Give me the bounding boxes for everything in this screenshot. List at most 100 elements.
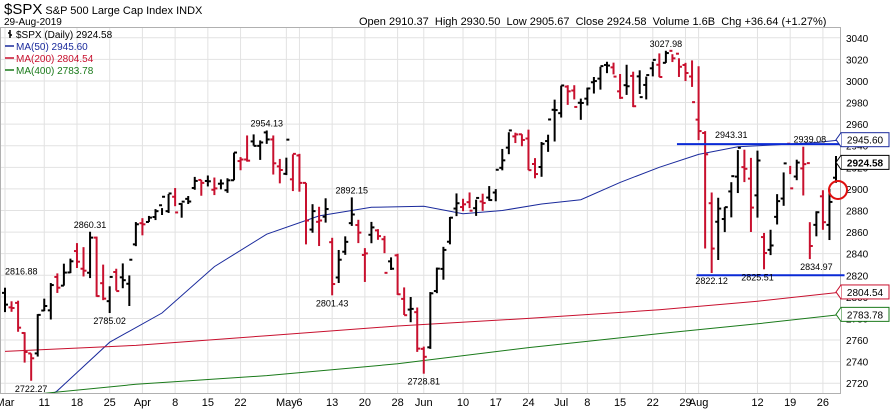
x-tick-label: Apr: [134, 397, 151, 409]
price-annotation: 2785.02: [93, 316, 126, 326]
y-tick-label: 3000: [846, 77, 869, 88]
ohlc-bar: [761, 232, 768, 270]
ohlc-bar: [60, 263, 67, 287]
ohlc-bar: [446, 216, 453, 245]
y-tick-label: 2880: [846, 207, 869, 218]
y-tick-label: 2860: [846, 228, 869, 239]
y-tick-label: 2980: [846, 99, 869, 110]
ohlc-bar: [152, 209, 159, 221]
ohlc-bar: [669, 49, 676, 63]
x-tick-label: 6: [296, 397, 302, 409]
ohlc-bar: [466, 192, 473, 212]
ohlc-bar: [433, 267, 440, 294]
ohlc-bar: [774, 194, 781, 225]
y-tick-label: 2760: [846, 336, 869, 347]
ma-line: [4, 291, 840, 352]
x-tick-label: Jul: [554, 397, 568, 409]
chart-date: 29-Aug-2019: [4, 17, 62, 28]
ohlc-bar: [747, 157, 754, 232]
exchange: INDX: [176, 5, 203, 17]
ohlc-bar: [826, 188, 833, 241]
x-tick-label: 19: [784, 397, 796, 409]
ohlc-bar: [244, 135, 251, 162]
ohlc-bar: [715, 197, 722, 261]
ohlc-bar: [250, 134, 257, 147]
x-tick-label: 8: [172, 397, 178, 409]
price-annotation: 2892.15: [336, 185, 369, 195]
y-tick-label: 2720: [846, 379, 869, 390]
ohlc-bar: [590, 76, 597, 94]
ohlc-bar: [2, 287, 8, 313]
x-tick-label: 25: [104, 397, 116, 409]
ohlc-bar: [368, 221, 375, 244]
ohlc-bar: [571, 85, 578, 108]
legend-entry: MA(50) 2945.60: [16, 42, 88, 53]
close-label: Close: [575, 16, 604, 28]
ohlc-bar: [656, 53, 663, 79]
ohlc-bar: [289, 152, 296, 192]
ohlc-bar: [682, 62, 689, 82]
ohlc-bar: [204, 175, 211, 187]
ohlc-bar: [178, 200, 185, 218]
x-tick-label: Jun: [415, 397, 433, 409]
ohlc-bar: [21, 331, 28, 363]
y-tick-label: 2940: [846, 142, 869, 153]
ohlc-bar: [702, 131, 709, 249]
ohlc-bar: [538, 142, 545, 177]
ohlc-bar: [47, 283, 54, 320]
ohlc-bar: [211, 177, 218, 196]
ohlc-bar: [355, 219, 362, 244]
x-tick-label: 10: [457, 397, 469, 409]
y-tick-label: 2820: [846, 271, 869, 282]
ohlc-bar: [780, 162, 787, 206]
ohlc-bar: [518, 133, 525, 147]
ohlc-bar: [407, 296, 414, 323]
high-value: 2930.50: [460, 16, 501, 28]
ohlc-bar: [512, 132, 519, 144]
ohlc-bar: [309, 204, 316, 233]
ohlc-bar: [440, 246, 447, 280]
price-tag-value: 2804.54: [847, 288, 884, 299]
ohlc-bar: [302, 181, 309, 245]
ohlc-bar: [741, 149, 748, 183]
ohlc-bar: [28, 352, 35, 381]
ohlc-bar: [564, 85, 571, 105]
index-name: S&P 500 Large Cap Index: [45, 5, 174, 17]
ohlc-bar: [813, 211, 820, 237]
price-tag: 2804.54: [835, 284, 890, 300]
ohlc-bar: [767, 229, 774, 256]
ohlc-bar: [597, 65, 604, 90]
ohlc-bar: [67, 258, 74, 274]
ohlc-bar: [453, 193, 460, 217]
volume-value: 1.6B: [692, 16, 716, 28]
x-tick-label: 22: [234, 397, 246, 409]
price-annotation: 2954.13: [250, 118, 283, 128]
ohlc-bar: [329, 237, 336, 296]
y-tick-label: 2840: [846, 250, 869, 261]
ohlc-bar: [649, 58, 656, 77]
ohlc-bar: [257, 140, 264, 160]
x-tick-label: 15: [202, 397, 214, 409]
ohlc-bar: [695, 66, 702, 141]
ohlc-bar: [721, 206, 728, 233]
ohlc-bar: [793, 159, 800, 181]
ohlc-bar: [414, 307, 421, 352]
ohlc-bar: [342, 236, 349, 255]
ohlc-bar: [283, 138, 290, 176]
ohlc-bar: [237, 157, 244, 171]
x-tick-label: 29: [679, 397, 691, 409]
price-tag-value: 2783.78: [847, 310, 884, 321]
x-tick-label: 24: [522, 397, 534, 409]
ohlc-bar: [165, 192, 172, 213]
ohlc-bar: [119, 263, 126, 289]
ohlc-bar: [15, 300, 22, 332]
ohlc-bar: [335, 249, 342, 283]
ma-line: [53, 139, 840, 393]
price-tag: 2783.78: [835, 306, 890, 322]
ohlc-bar: [420, 346, 427, 374]
ohlc-bar: [132, 222, 139, 247]
ohlc-bar: [100, 264, 107, 301]
price-annotation: 2860.31: [74, 220, 107, 230]
